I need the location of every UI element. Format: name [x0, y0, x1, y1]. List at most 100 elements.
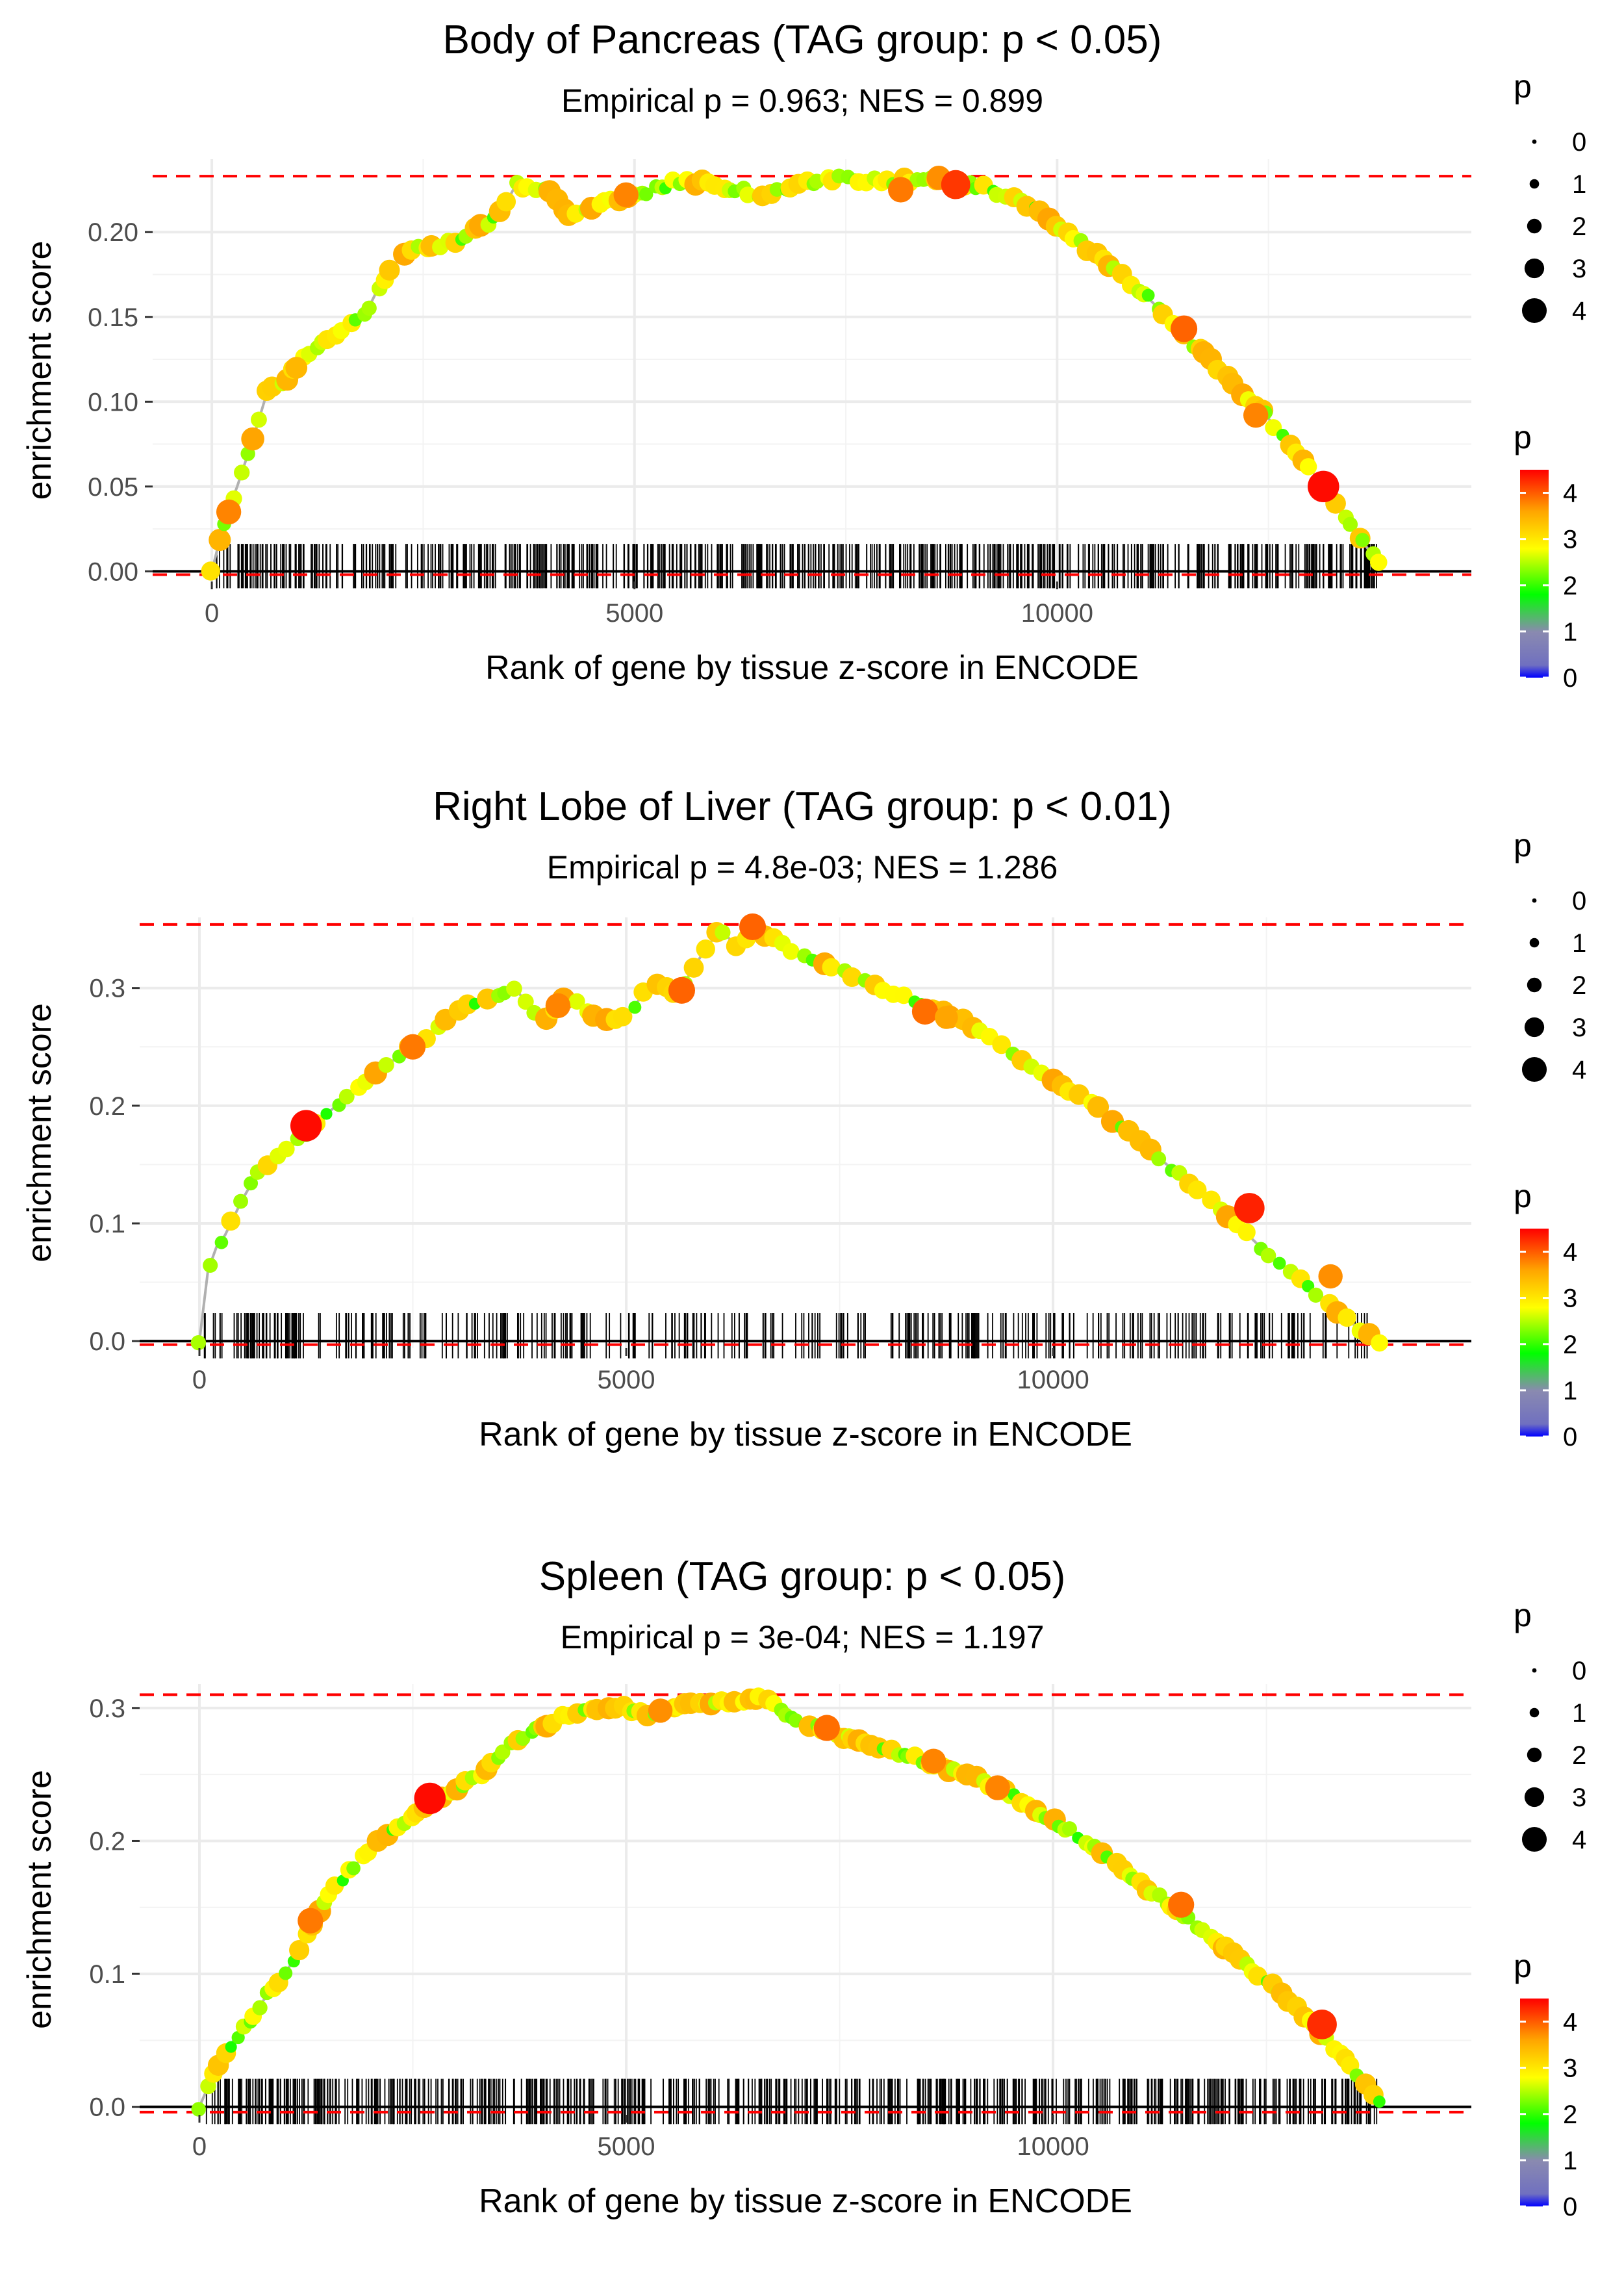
es-point	[517, 993, 534, 1010]
es-point	[279, 1966, 293, 1980]
color-bar-label: 4	[1563, 2008, 1577, 2037]
color-bar-label: 4	[1563, 479, 1577, 508]
color-bar-label: 0	[1563, 1423, 1577, 1451]
chart-subtitle: Empirical p = 0.963; NES = 0.899	[561, 83, 1043, 119]
es-point	[696, 939, 715, 959]
es-point	[221, 1211, 241, 1231]
color-bar-label: 1	[1563, 2147, 1577, 2175]
y-tick-label: 0.15	[88, 303, 138, 332]
es-point	[201, 561, 220, 581]
es-point	[628, 1001, 642, 1014]
x-axis: 0 5000 10000	[205, 581, 1093, 628]
size-legend-label: 1	[1572, 170, 1586, 199]
size-legend-label: 0	[1572, 128, 1586, 157]
es-point-highlight	[911, 998, 939, 1025]
size-legend-dot	[1524, 1017, 1545, 1038]
size-legend-label: 4	[1572, 1826, 1586, 1854]
x-axis-label: Rank of gene by tissue z-score in ENCODE	[479, 2182, 1132, 2220]
legend: p 0 1 2 3 4 p 0 1 2 3 4	[1514, 1597, 1586, 2221]
size-legend-dot	[1527, 977, 1542, 993]
y-tick-label: 0.0	[89, 1327, 125, 1356]
chart-panel-1: Body of Pancreas (TAG group: p < 0.05) Em…	[21, 18, 1586, 693]
y-tick-label: 0.2	[89, 1827, 125, 1856]
es-point	[715, 925, 731, 941]
es-point	[203, 1257, 218, 1273]
y-tick-label: 0.1	[89, 1960, 125, 1989]
y-tick-label: 0.1	[89, 1210, 125, 1238]
es-point-highlight	[668, 977, 696, 1004]
legend: p 0 1 2 3 4 p 0 1 2 3 4	[1514, 68, 1586, 693]
x-tick-label: 10000	[1017, 2132, 1089, 2161]
color-bar-label: 2	[1563, 572, 1577, 600]
color-bar-label: 3	[1563, 2054, 1577, 2083]
es-point	[842, 967, 862, 988]
es-point-highlight	[648, 1698, 673, 1723]
y-tick-label: 0.0	[89, 2093, 125, 2122]
es-point-highlight	[985, 1775, 1010, 1800]
size-legend-label: 3	[1572, 1783, 1586, 1812]
es-point-highlight	[813, 1715, 840, 1741]
es-point	[1308, 1287, 1324, 1303]
size-legend-title: p	[1514, 68, 1532, 105]
es-point	[1369, 554, 1388, 571]
chart-panel-2: Right Lobe of Liver (TAG group: p < 0.01…	[21, 784, 1586, 1453]
y-axis-label: enrichment score	[21, 241, 58, 500]
gridlines	[153, 159, 1471, 581]
es-point-highlight	[920, 1748, 946, 1774]
es-point	[225, 2041, 237, 2053]
x-axis: 0 5000 10000	[192, 2115, 1089, 2161]
color-bar-label: 1	[1563, 1377, 1577, 1405]
es-point-highlight	[1168, 1891, 1195, 1918]
size-legend-dot	[1529, 938, 1540, 948]
y-tick-label: 0.3	[89, 975, 125, 1003]
size-legend-label: 0	[1572, 1657, 1586, 1685]
es-point-highlight	[216, 499, 242, 525]
gridlines	[140, 917, 1471, 1348]
es-point	[1061, 1821, 1077, 1837]
es-point	[496, 192, 516, 212]
size-legend-dot	[1532, 1668, 1537, 1673]
es-point	[244, 1176, 259, 1191]
y-axis: 0.0 0.1 0.2 0.3	[89, 1694, 140, 2122]
y-tick-label: 0.00	[88, 557, 138, 586]
es-point	[1355, 533, 1370, 548]
x-tick-label: 10000	[1021, 599, 1093, 628]
color-bar-label: 0	[1563, 664, 1577, 693]
es-points	[191, 1687, 1386, 2117]
es-point	[822, 958, 841, 977]
es-point-highlight	[1234, 1193, 1265, 1223]
x-axis: 0 5000 10000	[192, 1348, 1089, 1394]
size-legend-label: 2	[1572, 212, 1586, 241]
es-point	[1299, 458, 1317, 476]
es-line	[210, 176, 1380, 572]
es-point-highlight	[887, 177, 914, 203]
es-point-highlight	[290, 1110, 322, 1142]
es-point	[346, 1861, 361, 1876]
es-point	[214, 1235, 229, 1249]
color-legend-title: p	[1514, 1178, 1532, 1214]
es-point-highlight	[400, 1034, 426, 1060]
color-bar	[1520, 1999, 1549, 2206]
es-point-highlight	[739, 913, 767, 941]
x-axis-label: Rank of gene by tissue z-score in ENCODE	[479, 1416, 1132, 1453]
color-bar-label: 2	[1563, 2101, 1577, 2129]
es-point-highlight	[1318, 1264, 1343, 1289]
x-tick-label: 5000	[598, 2132, 655, 2161]
x-tick-label: 5000	[605, 599, 663, 628]
es-point	[378, 1056, 394, 1073]
size-legend-title: p	[1514, 1597, 1532, 1633]
y-axis: 0.00 0.05 0.10 0.15 0.20	[88, 218, 153, 586]
es-point	[251, 411, 267, 428]
es-point	[191, 2102, 206, 2117]
es-point	[683, 958, 704, 978]
es-point	[506, 980, 522, 997]
es-point	[190, 1335, 207, 1351]
y-axis: 0.0 0.1 0.2 0.3	[89, 975, 140, 1356]
es-point	[252, 2000, 268, 2015]
es-point	[1342, 517, 1358, 532]
y-tick-label: 0.05	[88, 473, 138, 502]
legend: p 0 1 2 3 4 p 0 1 2 3 4	[1514, 827, 1586, 1451]
chart-subtitle: Empirical p = 4.8e-03; NES = 1.286	[547, 849, 1058, 886]
es-point	[613, 1006, 633, 1027]
y-tick-label: 0.10	[88, 388, 138, 416]
